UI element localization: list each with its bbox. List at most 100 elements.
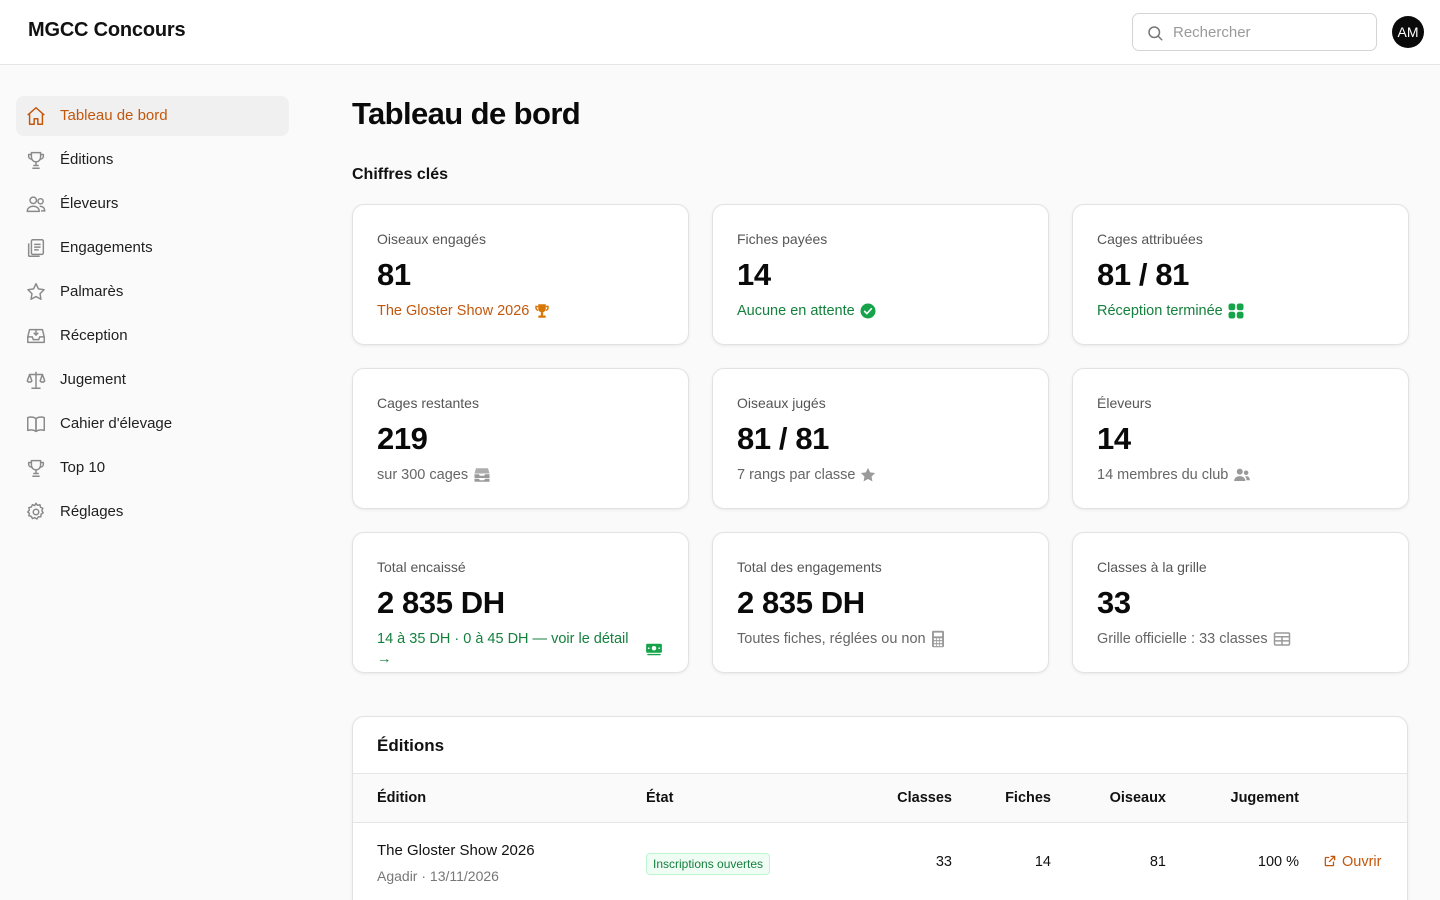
card-sub-text: sur 300 cages [377,467,469,483]
sidebar-item-label: Réception [60,327,128,344]
column-header-etat: État [646,790,674,806]
search-box[interactable]: Rechercher [1132,13,1377,51]
card-sub-text: The Gloster Show 2026 [377,303,530,319]
column-header-jugement: Jugement [1230,790,1300,806]
card-sub: Aucune en attente [737,302,877,320]
clipboard-icon [27,239,45,257]
stat-card-eleveurs[interactable]: Éleveurs 14 14 membres du club [1072,368,1409,509]
open-edition-link[interactable]: Ouvrir [1323,854,1381,870]
card-sub-text: Grille officielle : 33 classes [1097,631,1268,647]
star-icon [861,467,876,482]
search-input[interactable]: Rechercher [1173,24,1251,41]
card-value: 219 [377,421,428,456]
card-sub-text: 14 membres du club [1097,467,1229,483]
sidebar-item-label: Cahier d'élevage [60,415,173,432]
sidebar-item-label: Top 10 [60,459,106,476]
sidebar-item-label: Engagements [60,239,153,256]
stat-card-cages-restantes[interactable]: Cages restantes 219 sur 300 cages [352,368,689,509]
sidebar-item-cahier-d-elevage[interactable]: Cahier d'élevage [16,404,289,444]
search-icon [1148,26,1163,41]
users-icon [26,196,46,213]
home-icon [27,107,45,125]
card-sub: Toutes fiches, réglées ou non [737,630,946,648]
edition-name[interactable]: The Gloster Show 2026 [377,842,535,859]
card-value: 81 / 81 [1097,257,1190,292]
trophy-icon [535,304,550,318]
card-value: 2 835 DH [377,585,505,620]
calculator-icon [931,630,944,648]
card-sub-text: 7 rangs par classe [737,467,856,483]
check-circle-icon [860,303,876,319]
sidebar-item-palmares[interactable]: Palmarès [16,272,289,312]
stat-card-cages-attribuees[interactable]: Cages attribuées 81 / 81 Réception termi… [1072,204,1409,345]
sidebar-item-label: Éditions [60,151,114,168]
stat-card-total-encaisse[interactable]: Total encaissé 2 835 DH 14 à 35 DH · 0 à… [352,532,689,673]
stat-card-fiches-payees[interactable]: Fiches payées 14 Aucune en attente [712,204,1049,345]
stat-card-oiseaux-engages[interactable]: Oiseaux engagés 81 The Gloster Show 2026 [352,204,689,345]
card-value: 14 [737,257,771,292]
inbox-icon [27,328,45,344]
trophy-icon [27,459,45,477]
sidebar-item-editions[interactable]: Éditions [16,140,289,180]
card-value: 81 / 81 [737,421,830,456]
card-label: Fiches payées [737,231,828,247]
edition-meta: Agadir · 13/11/2026 [377,868,499,884]
sidebar-item-reception[interactable]: Réception [16,316,289,356]
trophy-icon [27,151,45,169]
sidebar-item-label: Réglages [60,503,124,520]
card-value: 81 [377,257,411,292]
stat-card-total-des-engagements[interactable]: Total des engagements 2 835 DH Toutes fi… [712,532,1049,673]
app-brand[interactable]: MGCC Concours [28,19,186,41]
voir-le-detail-link[interactable]: 14 à 35 DH · 0 à 45 DH — voir le détail … [377,631,629,667]
card-sub-text: Réception terminée [1097,303,1223,319]
sidebar-item-label: Tableau de bord [60,107,168,124]
card-label: Cages restantes [377,395,479,411]
top-bar: MGCC Concours Rechercher AM [0,0,1440,65]
sidebar-item-jugement[interactable]: Jugement [16,360,289,400]
banknote-icon [646,643,662,656]
sidebar-item-label: Palmarès [60,283,124,300]
column-header-fiches: Fiches [1005,790,1051,806]
book-icon [27,416,45,433]
stat-card-oiseaux-juges[interactable]: Oiseaux jugés 81 / 81 7 rangs par classe [712,368,1049,509]
card-value: 2 835 DH [737,585,865,620]
column-header-edition: Édition [377,790,427,806]
table-icon [1273,632,1290,646]
star-icon [27,283,45,300]
avatar[interactable]: AM [1392,16,1424,48]
card-label: Oiseaux engagés [377,231,486,247]
scale-icon [26,371,46,389]
grid-icon [1228,303,1244,319]
sidebar-item-top-10[interactable]: Top 10 [16,448,289,488]
card-sub: Réception terminée [1097,302,1245,320]
cell-fiches: 14 [1034,854,1051,870]
sidebar-item-eleveurs[interactable]: Éleveurs [16,184,289,224]
open-edition-label: Ouvrir [1342,854,1382,870]
external-link-icon [1324,855,1336,867]
users-icon [1234,468,1251,481]
cell-oiseaux: 81 [1149,854,1166,870]
card-sub: Grille officielle : 33 classes [1097,630,1292,648]
gear-icon [27,502,44,520]
card-label: Total encaissé [377,559,466,575]
status-badge: Inscriptions ouvertes [646,853,771,875]
editions-title: Éditions [377,736,445,755]
section-title: Chiffres clés [352,166,449,183]
card-value: 33 [1097,585,1131,620]
sidebar-item-label: Éleveurs [60,195,119,212]
stat-card-classes-a-la-grille[interactable]: Classes à la grille 33 Grille officielle… [1072,532,1409,673]
sidebar-item-engagements[interactable]: Engagements [16,228,289,268]
card-sub: 14 membres du club [1097,466,1252,484]
card-sub-text: Aucune en attente [737,303,855,319]
sidebar-item-reglages[interactable]: Réglages [16,492,289,532]
editions-panel: Éditions Édition État Classes Fiches Ois… [352,716,1408,900]
card-sub-text: Toutes fiches, réglées ou non [737,631,926,647]
card-label: Éleveurs [1097,395,1152,411]
card-sub: The Gloster Show 2026 [377,302,551,320]
column-header-classes: Classes [897,790,952,806]
card-sub: 7 rangs par classe [737,466,877,484]
inbox-stack-icon [474,468,490,482]
card-label: Cages attribuées [1097,231,1203,247]
sidebar-item-tableau-de-bord[interactable]: Tableau de bord [16,96,289,136]
column-header-oiseaux: Oiseaux [1109,790,1166,806]
